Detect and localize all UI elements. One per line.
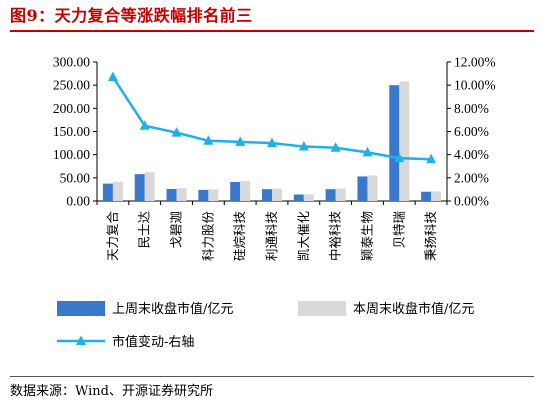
bar-last-week bbox=[102, 183, 113, 201]
legend-label-market-change: 市值变动-右轴 bbox=[112, 334, 194, 350]
bar-last-week bbox=[166, 188, 177, 201]
market-change-marker bbox=[426, 153, 437, 164]
bar-this-week bbox=[176, 188, 187, 201]
bar-last-week bbox=[389, 85, 400, 201]
chart-title: 图9：天力复合等涨跌幅排名前三 bbox=[10, 6, 253, 25]
bar-this-week bbox=[399, 81, 410, 201]
source-note: 数据来源：Wind、开源证券研究所 bbox=[10, 384, 213, 399]
right-tick-label: 4.00% bbox=[454, 147, 489, 162]
category-label: 凯大催化 bbox=[296, 211, 311, 262]
bar-this-week bbox=[112, 181, 123, 201]
right-tick-label: 0.00% bbox=[454, 194, 489, 209]
market-change-marker bbox=[267, 137, 277, 148]
legend-marker-market-change bbox=[76, 335, 86, 345]
bar-last-week bbox=[230, 182, 241, 201]
right-tick-label: 6.00% bbox=[454, 124, 489, 139]
bar-this-week bbox=[431, 191, 442, 201]
left-tick-label: 50.00 bbox=[60, 170, 91, 185]
bar-this-week bbox=[303, 194, 314, 201]
bar-last-week bbox=[262, 189, 272, 201]
market-change-marker bbox=[298, 141, 309, 151]
legend-swatch-last-week bbox=[57, 301, 105, 316]
market-change-marker bbox=[203, 135, 214, 145]
legend-label-this-week: 本周末收盘市值/亿元 bbox=[353, 301, 474, 317]
bar-last-week bbox=[198, 189, 209, 201]
legend-label-last-week: 上周末收盘市值/亿元 bbox=[112, 301, 233, 317]
bar-last-week bbox=[293, 194, 304, 201]
market-change-marker bbox=[330, 142, 341, 152]
market-change-marker bbox=[235, 136, 246, 146]
market-change-marker bbox=[362, 146, 373, 157]
legend-swatch-this-week bbox=[298, 301, 346, 316]
bar-this-week bbox=[367, 175, 378, 201]
chart: 0.00 50.00 100.00 150.00 200.00 250.00 300.00 0… bbox=[53, 55, 496, 351]
bar-last-week bbox=[357, 176, 368, 201]
category-label: 利通科技 bbox=[264, 211, 279, 262]
right-tick-label: 8.00% bbox=[454, 101, 489, 116]
left-tick-label: 100.00 bbox=[53, 147, 90, 162]
left-tick-label: 150.00 bbox=[53, 124, 90, 139]
bar-last-week bbox=[325, 189, 336, 201]
bar-this-week bbox=[240, 181, 251, 201]
market-change-marker bbox=[139, 120, 150, 130]
left-tick-label: 0.00 bbox=[66, 194, 90, 209]
right-tick-label: 10.00% bbox=[454, 78, 496, 93]
left-tick-label: 200.00 bbox=[53, 101, 90, 116]
left-tick-label: 300.00 bbox=[53, 55, 90, 70]
category-label: 硅烷科技 bbox=[232, 211, 247, 262]
category-label: 秉扬科技 bbox=[423, 211, 438, 262]
right-tick-label: 2.00% bbox=[454, 170, 489, 185]
source-rule bbox=[10, 376, 534, 377]
category-label: 天力复合 bbox=[105, 211, 120, 262]
category-label: 颖泰生物 bbox=[359, 211, 374, 261]
bar-this-week bbox=[272, 188, 282, 201]
title-rule bbox=[10, 30, 534, 32]
left-tick-label: 250.00 bbox=[53, 78, 90, 93]
bar-last-week bbox=[421, 191, 432, 201]
market-change-marker bbox=[107, 71, 118, 82]
bar-this-week bbox=[144, 172, 155, 201]
bar-this-week bbox=[208, 189, 219, 201]
bar-last-week bbox=[134, 174, 145, 201]
category-label: 民士达 bbox=[137, 211, 152, 249]
bar-this-week bbox=[335, 188, 346, 201]
category-label: 贝特瑞 bbox=[391, 211, 406, 249]
category-label: 科力股份 bbox=[200, 211, 215, 262]
category-label: 戈碧迦 bbox=[169, 211, 184, 249]
category-label: 中裕科技 bbox=[328, 211, 343, 262]
market-change-marker bbox=[171, 127, 182, 137]
right-tick-label: 12.00% bbox=[454, 55, 496, 70]
market-change-marker bbox=[394, 152, 405, 163]
